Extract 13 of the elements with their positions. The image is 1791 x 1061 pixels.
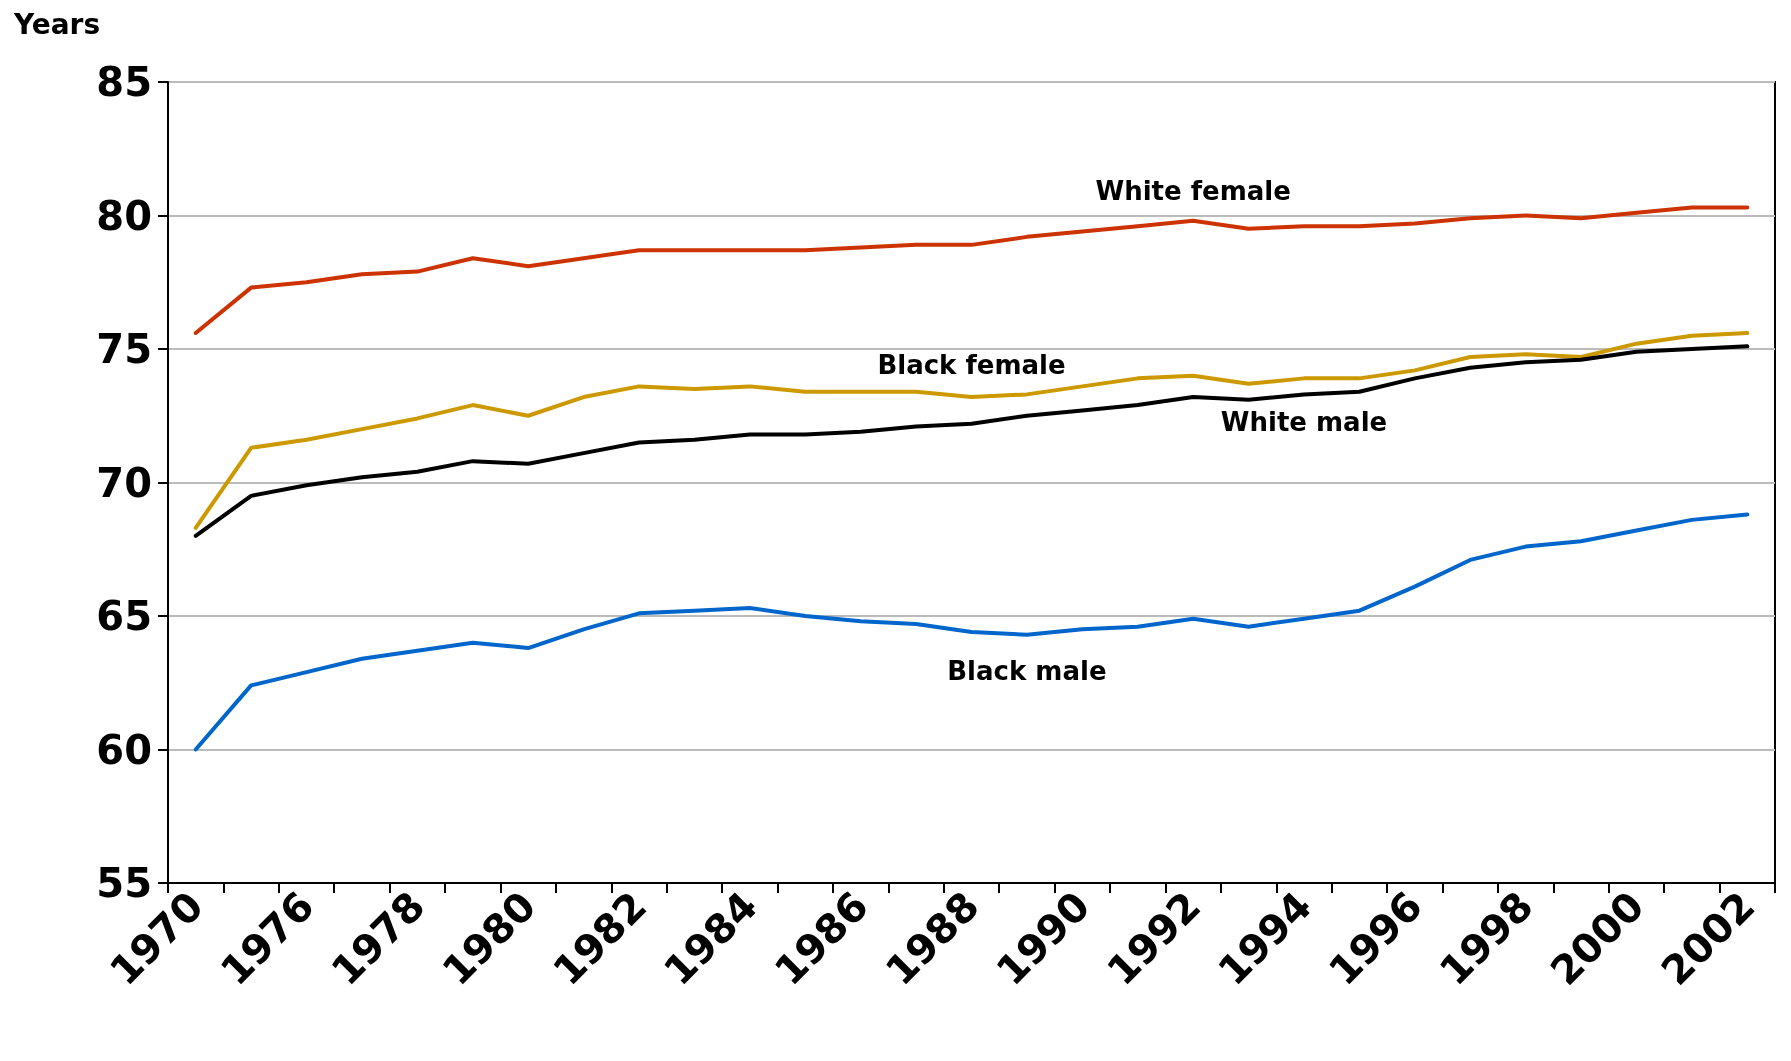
line-series [193,205,1750,335]
series-label: Black female [877,350,1066,381]
series-label: White female [1095,175,1291,206]
series-label: White male [1220,407,1388,438]
line-series [193,512,1750,752]
y-tick-label: 80 [96,192,152,239]
y-tick-label: 85 [96,59,152,105]
y-tick-label: 70 [96,459,152,506]
y-tick-label: 65 [96,593,152,639]
y-tick-label: 60 [96,726,152,773]
series-label: Black male [947,655,1107,686]
y-axis-title: Years [13,7,101,41]
y-tick-label: 75 [96,326,152,372]
